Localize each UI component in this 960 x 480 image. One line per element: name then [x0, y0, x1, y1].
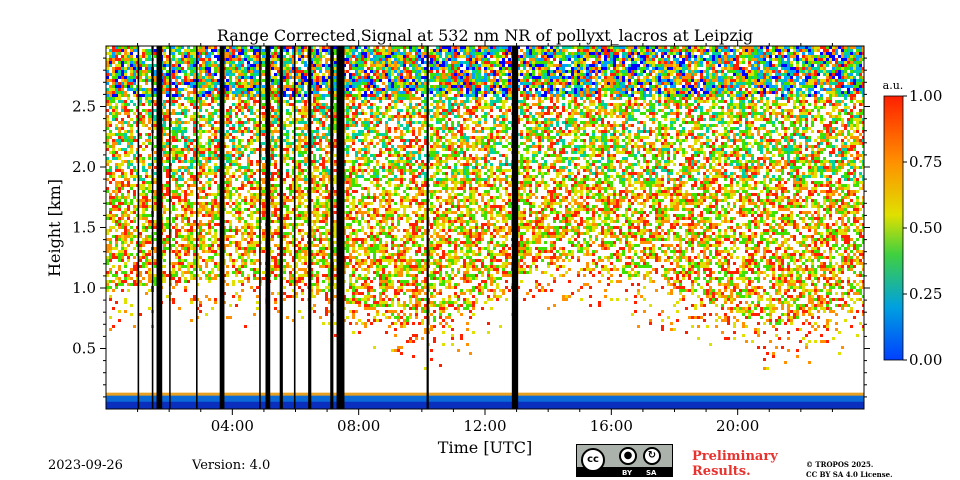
- no-data-gaps: [137, 46, 519, 409]
- no-data-gap: [265, 46, 271, 409]
- colorbar-tick-label: 0.25: [909, 285, 942, 303]
- colorbar-unit: a.u.: [883, 79, 904, 92]
- cc-icon: cc: [581, 448, 605, 472]
- no-data-gap: [336, 46, 345, 409]
- copyright-note: © TROPOS 2025. CC BY SA 4.0 License.: [806, 460, 893, 480]
- no-data-gap: [169, 46, 171, 409]
- y-axis-label: Height [km]: [45, 179, 64, 277]
- colorbar-tick-label: 0.75: [909, 153, 942, 171]
- no-data-gap: [196, 46, 198, 409]
- x-tick-label: 12:00: [463, 417, 506, 435]
- copyright-line-2: CC BY SA 4.0 License.: [806, 470, 893, 479]
- no-data-gap: [279, 46, 283, 409]
- measurement-date: 2023-09-26: [48, 458, 123, 473]
- no-data-gap: [511, 46, 519, 409]
- colorbar-ticks: 0.00 0.25 0.50 0.75 1.00: [903, 87, 942, 369]
- person-icon: ●: [619, 447, 637, 465]
- no-data-gap: [156, 46, 163, 409]
- no-data-gap: [137, 46, 140, 409]
- share-alike-icon: ↻: [643, 447, 661, 465]
- y-tick-label: 1.5: [72, 219, 96, 237]
- no-data-gap: [259, 46, 261, 409]
- preliminary-line-2: Results.: [692, 464, 751, 479]
- colorbar-tick-label: 1.00: [909, 87, 942, 105]
- near-surface-top-edge: [106, 392, 864, 396]
- badge-sa-label: SA: [646, 469, 657, 477]
- x-axis-label: Time [UTC]: [438, 438, 532, 457]
- y-tick-label: 1.0: [72, 279, 96, 297]
- y-axis: 0.5 1.0 1.5 2.0 2.5: [72, 57, 870, 398]
- copyright-line-1: © TROPOS 2025.: [806, 460, 874, 469]
- no-data-gap: [426, 46, 429, 409]
- x-tick-label: 08:00: [337, 417, 380, 435]
- colorbar-tick-label: 0.00: [909, 351, 942, 369]
- no-data-gap: [330, 46, 334, 409]
- no-data-gap: [151, 46, 154, 409]
- badge-by-label: BY: [622, 469, 633, 477]
- preliminary-results-note: Preliminary Results.: [692, 449, 778, 479]
- version-label: Version: 4.0: [192, 458, 271, 473]
- no-data-gap: [308, 46, 312, 409]
- colorbar: [883, 95, 904, 361]
- preliminary-line-1: Preliminary: [692, 449, 778, 464]
- no-data-gap: [293, 46, 296, 409]
- x-tick-label: 04:00: [211, 417, 254, 435]
- y-tick-label: 0.5: [72, 340, 96, 358]
- colorbar-tick-label: 0.50: [909, 219, 942, 237]
- y-tick-label: 2.5: [72, 98, 96, 116]
- x-tick-label: 20:00: [716, 417, 759, 435]
- x-axis: 04:00 08:00 12:00 16:00 20:00: [137, 40, 833, 435]
- y-tick-label: 2.0: [72, 158, 96, 176]
- x-tick-label: 16:00: [590, 417, 633, 435]
- cc-license-badge: cc ● ↻ BY SA: [576, 444, 673, 477]
- near-surface-core: [106, 401, 864, 409]
- chart-title: Range Corrected Signal at 532 nm NR of p…: [217, 26, 753, 45]
- no-data-gap: [219, 46, 225, 409]
